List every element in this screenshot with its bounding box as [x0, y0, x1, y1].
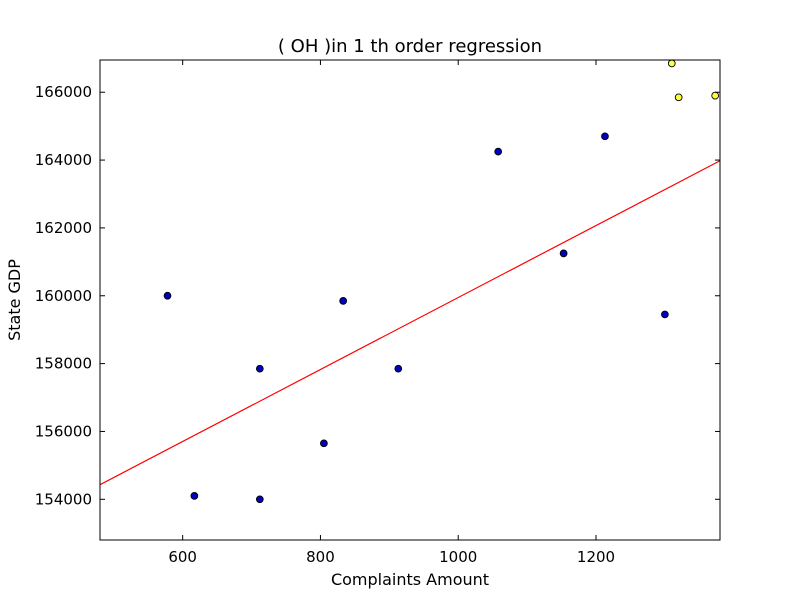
highlighted-data-point — [667, 60, 676, 68]
data-point — [255, 495, 264, 504]
y-tick-label: 158000 — [35, 355, 92, 373]
data-point — [339, 296, 348, 305]
data-point — [601, 132, 609, 141]
chart-title: ( OH )in 1 th order regression — [278, 36, 542, 57]
data-point — [394, 364, 403, 373]
highlighted-data-point — [674, 93, 683, 102]
y-tick-label: 156000 — [35, 422, 92, 440]
regression-line — [100, 160, 720, 486]
y-tick-label: 160000 — [35, 287, 92, 305]
x-tick-label: 800 — [306, 548, 335, 566]
y-axis-label: State GDP — [5, 259, 24, 341]
highlighted-data-point — [711, 91, 720, 100]
plot-area — [100, 60, 720, 504]
x-tick-label: 1000 — [439, 548, 477, 566]
x-axis-label: Complaints Amount — [331, 570, 489, 589]
data-point — [494, 147, 503, 156]
y-tick-label: 164000 — [35, 151, 92, 169]
data-point — [190, 492, 199, 500]
axis-ticks: 600 800 1000 1200 154000 156000 158000 160000 16… — [35, 60, 720, 566]
x-tick-label: 1200 — [577, 548, 615, 566]
data-point — [661, 310, 669, 319]
x-tick-label: 600 — [168, 548, 197, 566]
y-tick-label: 162000 — [35, 219, 92, 237]
data-point — [320, 439, 328, 448]
y-tick-label: 166000 — [35, 83, 92, 101]
data-point — [163, 291, 172, 300]
data-point — [559, 249, 568, 258]
plot-frame — [99, 59, 721, 541]
data-point — [255, 364, 264, 373]
y-tick-label: 154000 — [35, 490, 92, 508]
